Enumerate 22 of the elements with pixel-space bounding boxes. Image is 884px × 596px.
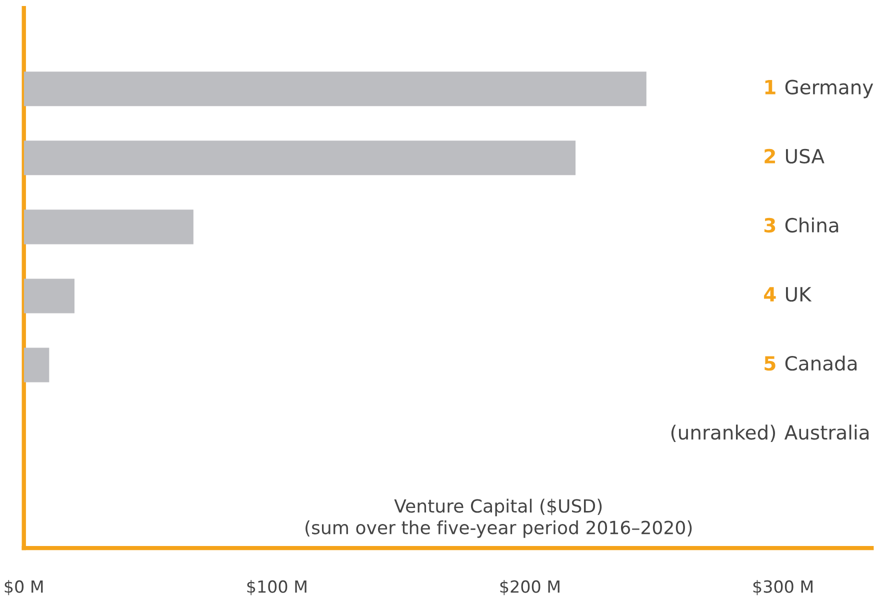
y-tick-label: UK: [786, 287, 812, 302]
annotation: 4: [764, 287, 776, 302]
bar: [24, 348, 50, 382]
y-tick-label: USA: [786, 148, 824, 164]
y-tick-label: Australia: [784, 424, 869, 440]
x-tick-label: $100 M: [247, 580, 306, 596]
y-tick-label: China: [785, 218, 838, 233]
bar: [24, 278, 74, 314]
annotation: 1: [765, 80, 776, 94]
y-tick-label: Germany: [785, 80, 874, 98]
x-tick-label: $300 M: [753, 580, 812, 596]
bar: [24, 210, 194, 244]
annotation: (unranked): [671, 424, 776, 442]
annotation: 5: [764, 356, 776, 371]
annotation: 2: [764, 148, 775, 164]
annotation: 3: [764, 218, 776, 233]
x-tick-label: $200 M: [500, 580, 560, 596]
bar: [24, 72, 646, 106]
x-axis-title: Venture Capital ($USD) (sum over the five-year period 2016–2020): [306, 498, 692, 538]
y-tick-label: Canada: [785, 356, 857, 371]
x-tick-label: $0 M: [4, 580, 43, 596]
bar: [24, 140, 576, 176]
